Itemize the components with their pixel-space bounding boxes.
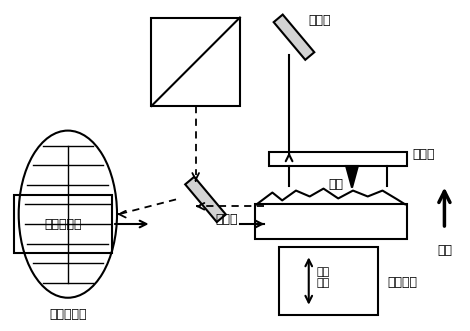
Text: 压电陶瓷: 压电陶瓷 [387, 276, 417, 290]
Bar [151, 18, 240, 106]
Polygon shape [346, 166, 358, 188]
Text: 探针: 探针 [329, 178, 344, 191]
Text: 反光镜: 反光镜 [309, 14, 331, 27]
Text: 反光镜: 反光镜 [215, 213, 238, 226]
Text: 上下
振动: 上下 振动 [317, 267, 330, 288]
Text: 激光接收屏: 激光接收屏 [49, 307, 86, 321]
Polygon shape [274, 15, 314, 60]
Text: 微悉臂: 微悉臂 [412, 148, 434, 161]
Bar [269, 152, 407, 166]
Bar [255, 204, 407, 239]
Bar [14, 195, 112, 254]
Text: 固定: 固定 [437, 244, 452, 257]
Text: 激光发生器: 激光发生器 [44, 217, 82, 230]
Bar [279, 247, 377, 315]
Polygon shape [185, 177, 226, 222]
